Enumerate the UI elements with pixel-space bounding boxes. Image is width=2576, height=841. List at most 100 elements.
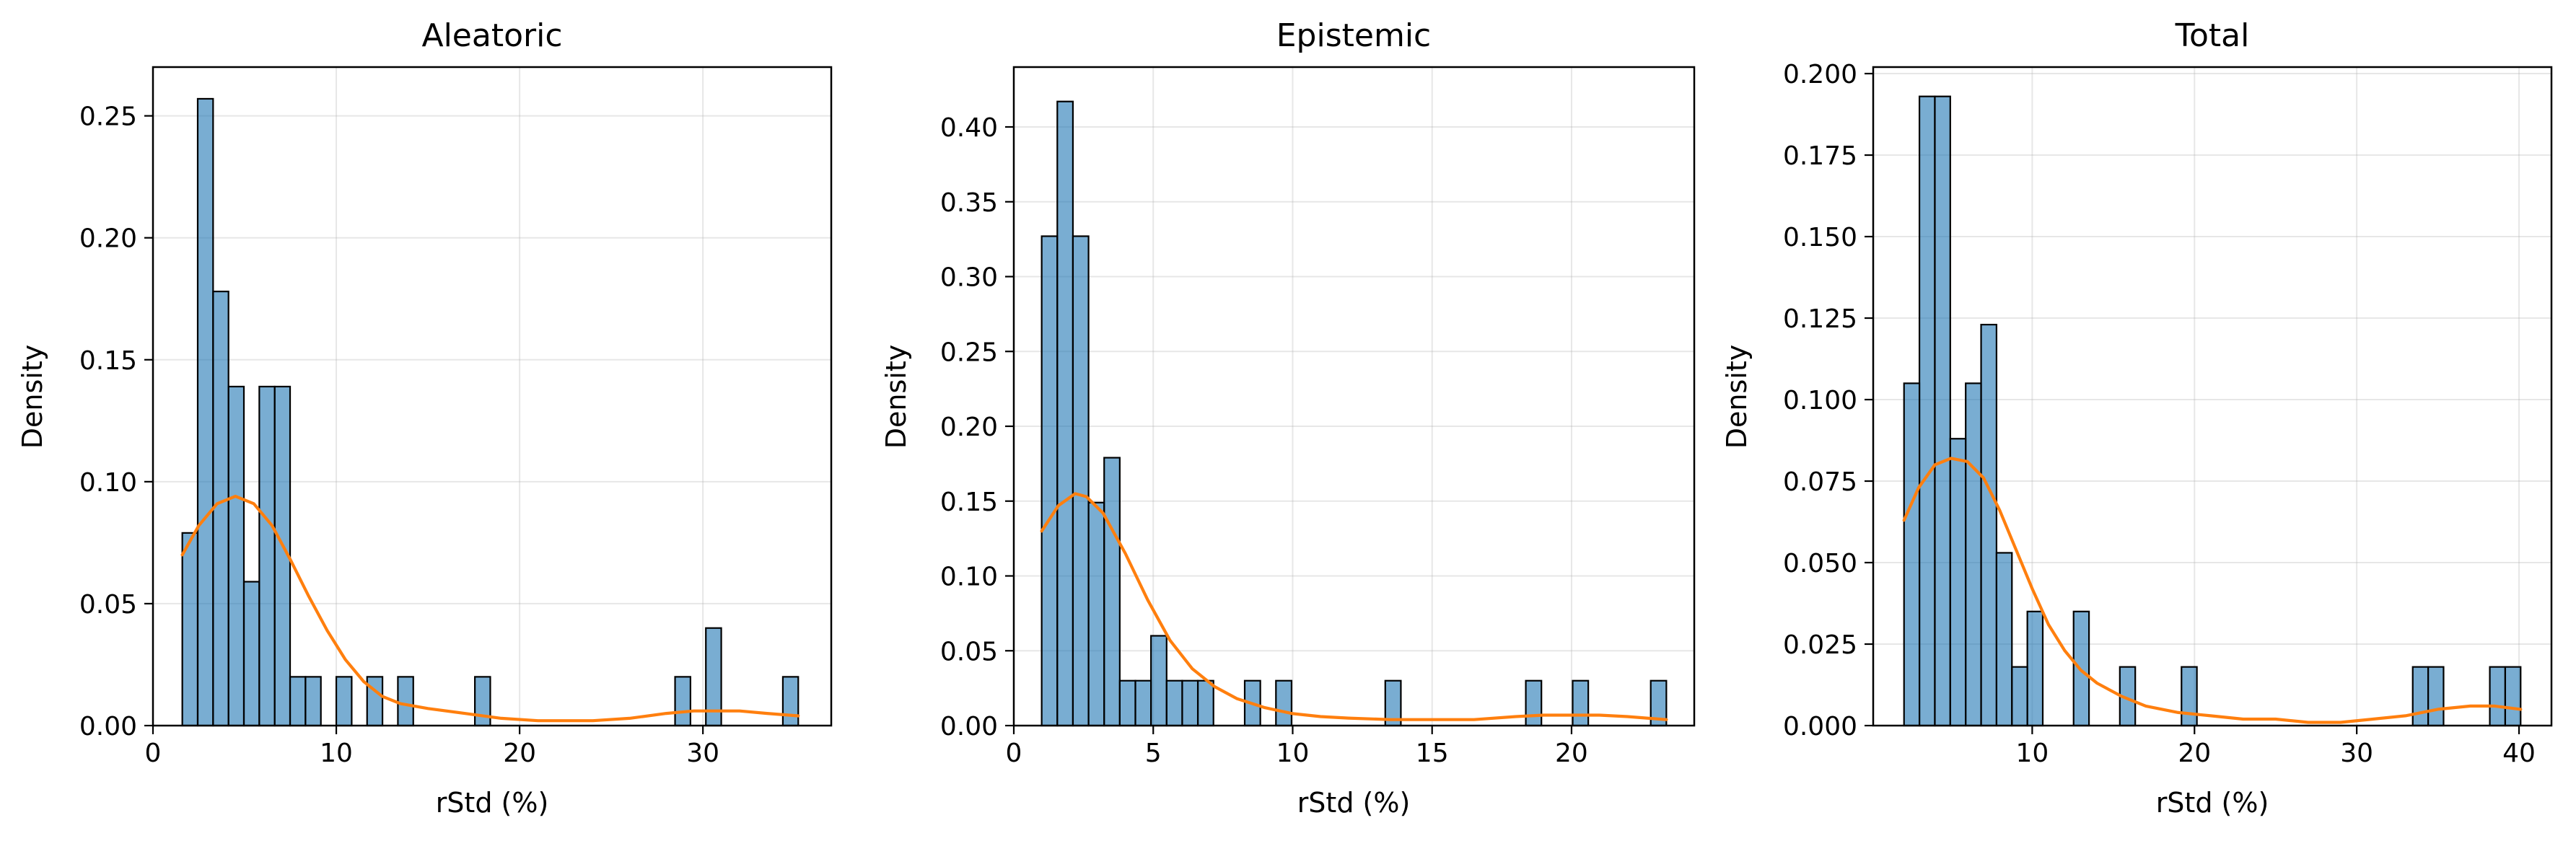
histogram-bar: [1150, 635, 1167, 727]
histogram-bar: [1103, 457, 1121, 727]
histogram-bars: [1041, 100, 1668, 727]
histogram-bar: [1118, 679, 1136, 727]
y-tick-label: 0.075: [1783, 467, 1857, 497]
aleatoric-panel: 0 10 20 30 0.00 0.05 0.10 0.15 0.20 0.25 Aleatori…: [17, 17, 833, 819]
histogram-bar: [2026, 610, 2044, 727]
x-tick-label: 0: [145, 739, 162, 768]
x-tick-label: 40: [2502, 739, 2536, 768]
y-tick-label: 0.100: [1783, 386, 1857, 415]
histogram-bar: [2489, 666, 2507, 727]
y-tick-label: 0.20: [940, 413, 998, 442]
histogram-bar: [289, 676, 307, 727]
histogram-bar: [1181, 679, 1199, 727]
x-tick-label: 30: [2340, 739, 2373, 768]
axes-frame: [152, 66, 833, 727]
axes-border: [152, 66, 833, 727]
y-axis-label: Density: [1721, 345, 1753, 449]
histogram-bar: [674, 676, 691, 727]
y-axis-label: Density: [17, 345, 48, 449]
histogram-bar: [1134, 679, 1152, 727]
y-axis-label: Density: [880, 345, 912, 449]
x-tick-label: 10: [320, 739, 353, 768]
chart-title: Epistemic: [1276, 17, 1431, 54]
histogram-bar: [181, 532, 199, 727]
kde-curve-group: [1040, 492, 1668, 721]
kde-curve-group: [1902, 457, 2523, 724]
histogram-bar: [1572, 679, 1590, 727]
histogram-bar: [1072, 235, 1090, 727]
histogram-bar: [258, 385, 276, 727]
histogram-bar: [212, 290, 229, 727]
y-tick-label: 0.200: [1783, 60, 1857, 89]
histogram-bar: [2011, 666, 2028, 727]
histogram-bar: [1995, 552, 2013, 727]
histogram-bar: [1165, 679, 1183, 727]
x-tick-label: 20: [2178, 739, 2211, 768]
kde-curve: [1902, 457, 2523, 724]
epistemic-panel: 0 5 10 15 20 0.00 0.05 0.10 0.15 0.20 0.25 0.30 0.35…: [880, 17, 1696, 819]
y-tick-label: 0.00: [79, 712, 137, 741]
histogram-bar: [227, 385, 245, 727]
y-tick-label: 0.25: [79, 102, 137, 132]
axes-frame: [1872, 66, 2553, 727]
y-tick-label: 0.15: [79, 346, 137, 376]
histogram-bar: [1918, 95, 1936, 727]
histogram-bar: [1056, 100, 1074, 727]
y-tick-label: 0.00: [940, 712, 998, 741]
histogram-bar: [1275, 679, 1293, 727]
histogram-bar: [366, 676, 384, 727]
histogram-bar: [335, 676, 353, 727]
y-tick-label: 0.150: [1783, 223, 1857, 252]
kde-curve: [180, 494, 800, 723]
histogram-bar: [1934, 95, 1951, 727]
histogram-bar: [397, 676, 414, 727]
y-tick-label: 0.175: [1783, 141, 1857, 171]
y-tick-label: 0.40: [940, 113, 998, 143]
histogram-bar: [1041, 235, 1059, 727]
y-tick-label: 0.000: [1783, 712, 1857, 741]
histogram-bar: [1903, 382, 1921, 727]
histogram-bars: [181, 97, 799, 727]
chart-title: Total: [2175, 17, 2250, 54]
histogram-bar: [1949, 438, 1967, 727]
histogram-bar: [1980, 323, 1998, 727]
kde-curve-group: [180, 494, 800, 723]
histogram-bar: [1525, 679, 1543, 727]
y-tick-label: 0.25: [940, 338, 998, 367]
axes-border: [1012, 66, 1696, 727]
total-panel: 10 20 30 40 0.000 0.025 0.050 0.075 0.100 0.125 0.…: [1721, 17, 2553, 819]
histogram-bar: [2411, 666, 2430, 727]
y-tick-label: 0.30: [940, 263, 998, 293]
axis-ticks: 0 5 10 15 20 0.00 0.05 0.10 0.15 0.20 0.25 0.30 0.35…: [940, 113, 1588, 768]
y-tick-label: 0.050: [1783, 549, 1857, 578]
x-tick-label: 20: [503, 739, 536, 768]
x-axis-label: rStd (%): [1297, 787, 1411, 819]
y-tick-label: 0.125: [1783, 304, 1857, 334]
histogram-bar: [196, 97, 214, 727]
y-tick-label: 0.10: [940, 563, 998, 592]
x-tick-label: 0: [1006, 739, 1022, 768]
x-tick-label: 5: [1145, 739, 1162, 768]
y-tick-label: 0.05: [940, 637, 998, 666]
histogram-bar: [1196, 679, 1214, 727]
x-axis-label: rStd (%): [2156, 787, 2269, 819]
histogram-bar: [1965, 382, 1982, 727]
x-tick-label: 20: [1555, 739, 1588, 768]
kde-curve: [1040, 492, 1668, 721]
axes-frame: [1012, 66, 1696, 727]
x-axis-label: rStd (%): [436, 787, 549, 819]
histogram-bar: [242, 581, 260, 727]
y-tick-label: 0.20: [79, 224, 137, 254]
y-tick-label: 0.35: [940, 188, 998, 218]
y-tick-label: 0.05: [79, 590, 137, 620]
x-tick-label: 15: [1416, 739, 1449, 768]
axes-border: [1872, 66, 2553, 727]
grid-lines: [152, 67, 831, 726]
axis-ticks: 10 20 30 40 0.000 0.025 0.050 0.075 0.100 0.125 0.…: [1783, 60, 2536, 768]
axis-ticks: 0 10 20 30 0.00 0.05 0.10 0.15 0.20 0.25: [79, 102, 719, 768]
x-tick-label: 10: [1276, 739, 1310, 768]
y-tick-label: 0.10: [79, 468, 137, 498]
y-tick-label: 0.15: [940, 488, 998, 517]
histogram-bar: [781, 676, 799, 727]
